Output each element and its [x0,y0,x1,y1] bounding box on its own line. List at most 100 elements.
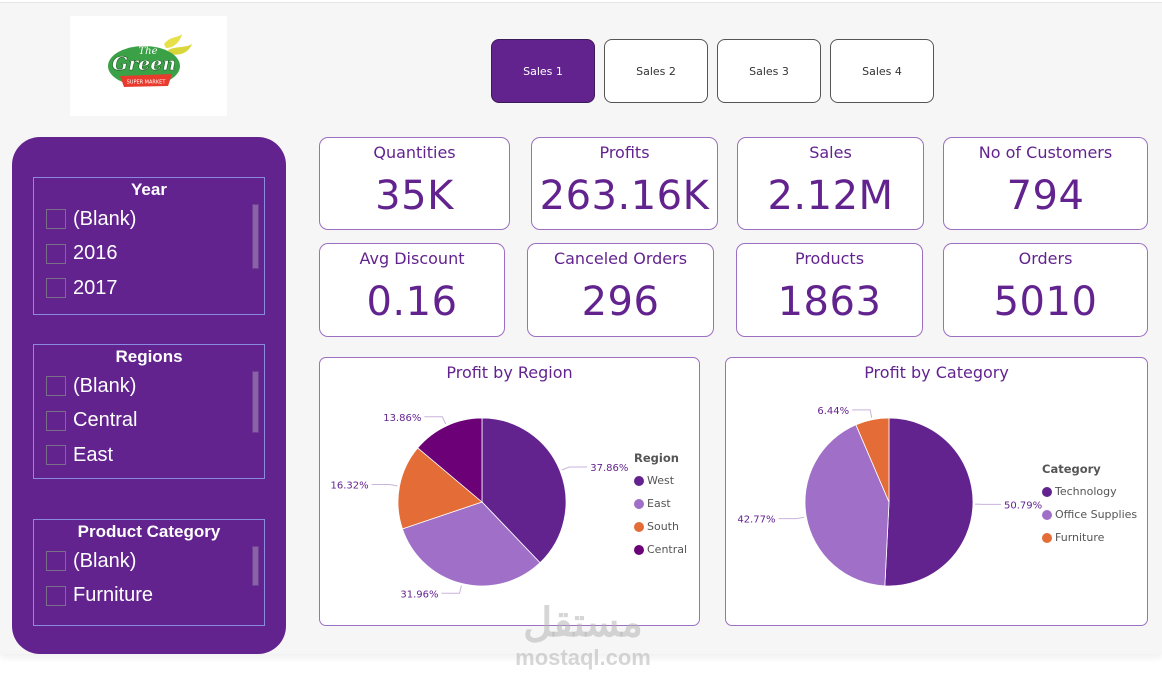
checkbox[interactable] [46,278,66,299]
legend-dot-icon [634,498,644,509]
kpi-label: Profits [599,143,650,162]
pie-slice-south[interactable] [397,447,483,530]
page-button-sales-3[interactable]: Sales 3 [717,39,821,103]
chart-legend: Region West East South Central [634,451,687,561]
slicer-item[interactable]: Furniture [34,579,264,614]
legend-dot-icon [1042,532,1052,543]
slicer-item[interactable]: (Blank) [34,544,264,579]
chart-legend: Category Technology Office Supplies Furnit… [1042,462,1137,549]
legend-dot-icon [634,475,644,486]
kpi-card-avg-discount: Avg Discount 0.16 [319,243,505,337]
pie-slice-east[interactable] [401,501,541,587]
watermark-latin: mostaql.com [515,645,651,670]
slicer-scrollbar[interactable] [252,204,259,269]
pie-slice-west[interactable] [481,417,567,564]
kpi-value: 1863 [777,279,882,325]
slicer-scrollbar[interactable] [252,546,259,586]
legend-label: Office Supplies [1055,508,1138,521]
leader-line [561,466,588,471]
kpi-label: Products [794,249,865,268]
legend-label: South [647,520,679,533]
profit-by-category-chart[interactable]: Profit by Category 50.79% 42.77% 6.44% Cat… [725,357,1148,626]
kpi-card-sales: Sales 2.12M [737,137,924,230]
data-label: 50.79% [1004,500,1042,511]
slicer-regions: Regions (Blank) Central East [33,344,265,479]
checkbox[interactable] [46,410,66,431]
data-label: 37.86% [590,463,628,474]
page-button-sales-4[interactable]: Sales 4 [830,39,934,103]
slicer-product-category: Product Category (Blank) Furniture [33,519,265,626]
slicer-item-label: 2017 [73,276,118,299]
page-button-sales-2[interactable]: Sales 2 [604,39,708,103]
data-label: 31.96% [400,589,438,600]
slicer-item-label: East [73,443,114,466]
slicer-item[interactable]: East [34,438,264,473]
profit-by-region-chart[interactable]: Profit by Region 37.86% 31.96% 16.32% 13.86… [319,357,700,626]
slicer-item[interactable]: Central [34,404,264,439]
legend-item-east[interactable]: East [634,492,687,515]
slicer-item-label: 2016 [73,242,118,265]
kpi-label: No of Customers [978,143,1113,162]
filter-sidebar: Year (Blank) 2016 2017 Regions (Blank) C… [12,137,286,654]
pie-slice-furniture[interactable] [855,417,890,503]
legend-dot-icon [1042,509,1052,520]
legend-item-technology[interactable]: Technology [1042,480,1137,503]
pie-chart-svg: 50.79% 42.77% 6.44% [737,406,1042,587]
kpi-value: 2.12M [767,173,894,219]
kpi-card-orders: Orders 5010 [943,243,1148,337]
kpi-card-profits: Profits 263.16K [531,137,718,230]
slicer-item[interactable]: (Blank) [34,202,264,237]
slicer-item[interactable]: (Blank) [34,369,264,404]
legend-label: West [647,474,675,487]
slicer-scrollbar[interactable] [252,371,259,433]
legend-item-office-supplies[interactable]: Office Supplies [1042,503,1137,526]
logo-ribbon [120,74,172,87]
legend-item-central[interactable]: Central [634,538,687,561]
checkbox[interactable] [46,209,66,230]
legend-label: Central [647,543,688,556]
legend-dot-icon [634,544,644,555]
checkbox[interactable] [46,585,66,606]
slicer-year: Year (Blank) 2016 2017 [33,177,265,315]
slicer-item-label: Central [73,409,138,432]
pie-slice-technology[interactable] [884,417,974,587]
legend-item-furniture[interactable]: Furniture [1042,526,1137,549]
watermark: مستقل mostaql.com [508,600,658,670]
slicer-title: Regions [115,347,183,366]
legend-dot-icon [1042,486,1052,497]
slicer-item[interactable]: 2017 [34,271,264,306]
page-button-sales-1[interactable]: Sales 1 [491,39,595,103]
slicer-item[interactable]: 2016 [34,237,264,272]
pie-slice-central[interactable] [417,417,483,503]
kpi-card-quantities: Quantities 35K [319,137,510,230]
kpi-value: 35K [375,173,454,219]
data-label: 13.86% [383,413,421,424]
checkbox[interactable] [46,376,66,397]
leader-line [852,409,873,418]
watermark-arabic: مستقل [523,601,643,645]
slicer-item-label: Furniture [73,584,154,607]
legend-title: Category [1042,462,1101,476]
checkbox[interactable] [46,551,66,572]
kpi-label: Avg Discount [359,249,465,268]
checkbox[interactable] [46,243,66,264]
kpi-label: Canceled Orders [553,249,688,268]
legend-label: Technology [1055,485,1117,498]
kpi-value: 5010 [993,279,1098,325]
slicer-title: Year [131,180,167,199]
pie-slice-office-supplies[interactable] [804,424,890,587]
slicer-title: Product Category [77,522,221,541]
leader-line [424,416,447,425]
pie-chart-svg: 37.86% 31.96% 16.32% 13.86% [331,413,629,601]
kpi-label: Quantities [373,143,456,162]
legend-item-west[interactable]: West [634,469,687,492]
leaf-icon [164,34,182,48]
logo-line1: The [138,46,157,57]
legend-item-south[interactable]: South [634,515,687,538]
data-label: 6.44% [817,406,849,417]
legend-label: Furniture [1055,531,1105,544]
data-label: 42.77% [737,515,775,526]
data-label: 16.32% [331,481,369,492]
checkbox[interactable] [46,445,66,466]
leader-line [441,585,462,594]
